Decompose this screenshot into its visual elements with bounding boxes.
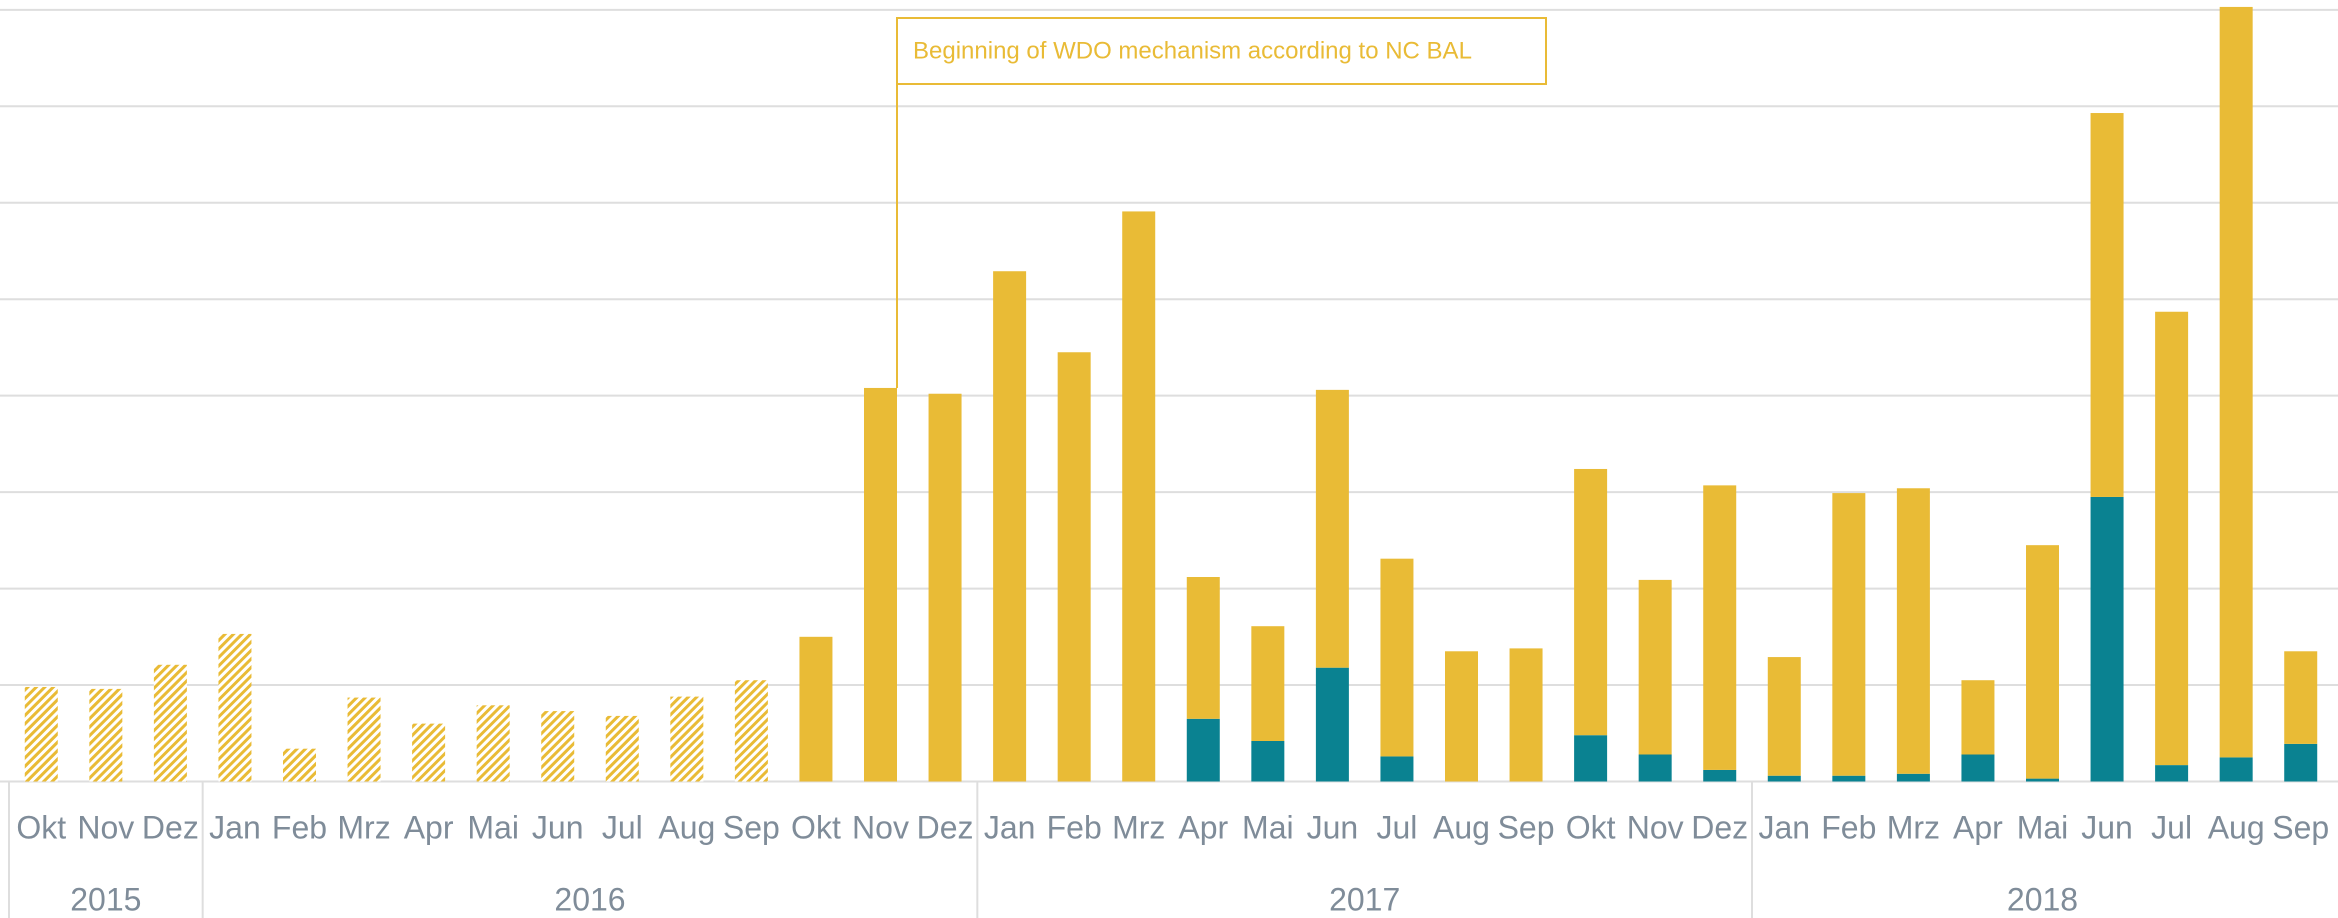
bar-segment — [2219, 6, 2253, 758]
x-tick-label: Nov — [852, 809, 909, 845]
x-tick-label: Jun — [532, 809, 584, 845]
x-tick-label: Feb — [272, 809, 327, 845]
x-tick-label: Apr — [1178, 809, 1228, 845]
bar-segment — [2284, 651, 2318, 744]
bar-segment — [1638, 754, 1672, 782]
x-tick-label: Apr — [1953, 809, 2003, 845]
bar-segment — [1767, 657, 1801, 776]
bar-segment — [1703, 769, 1737, 782]
year-label: 2016 — [554, 881, 625, 917]
x-tick-label: Mrz — [1112, 809, 1165, 845]
bar-segment — [1703, 485, 1737, 770]
bar-segment — [1509, 648, 1543, 782]
bar-segment — [1574, 735, 1608, 782]
bar-segment — [1380, 756, 1414, 782]
bar-segment — [1574, 468, 1608, 736]
bar-segment — [1832, 775, 1866, 782]
x-tick-label: Jan — [1758, 809, 1810, 845]
bar-segment — [1638, 579, 1672, 755]
x-tick-label: Jan — [209, 809, 261, 845]
bar-segment — [476, 705, 510, 782]
bar-segment — [928, 393, 962, 782]
bar-segment — [1767, 775, 1801, 782]
annotation-text: Beginning of WDO mechanism according to … — [913, 37, 1472, 64]
bar-segment — [1315, 389, 1349, 668]
bar-segment — [1832, 493, 1866, 776]
x-tick-label: Okt — [791, 809, 841, 845]
bar-segment — [24, 686, 58, 782]
x-tick-label: Feb — [1047, 809, 1102, 845]
x-tick-label: Dez — [142, 809, 199, 845]
bar-segment — [993, 271, 1027, 782]
x-tick-label: Mai — [2017, 809, 2069, 845]
bar-segment — [2155, 765, 2189, 782]
x-tick-label: Jun — [1307, 809, 1359, 845]
bar-segment — [2026, 545, 2059, 779]
bar-segment — [1186, 718, 1220, 782]
x-tick-label: Mrz — [1887, 809, 1940, 845]
bar-segment — [1057, 352, 1091, 782]
bar-segment — [1961, 754, 1995, 782]
annotation-box — [896, 17, 1547, 85]
bar-segment — [2155, 311, 2189, 766]
bar-segment — [541, 711, 575, 782]
x-tick-label: Aug — [1433, 809, 1490, 845]
x-tick-label: Apr — [404, 809, 454, 845]
bar-segment — [1315, 667, 1349, 782]
bar-segment — [734, 680, 768, 782]
year-label: 2018 — [2007, 881, 2078, 917]
x-tick-label: Sep — [2272, 809, 2329, 845]
x-tick-label: Feb — [1821, 809, 1876, 845]
x-tick-label: Sep — [1498, 809, 1555, 845]
x-tick-label: Dez — [917, 809, 974, 845]
bar-segment — [2284, 743, 2318, 782]
x-tick-label: Sep — [723, 809, 780, 845]
bar-segment — [1445, 651, 1478, 782]
x-tick-label: Jan — [984, 809, 1036, 845]
bar-segment — [1251, 740, 1285, 782]
x-tick-label: Jul — [2151, 809, 2192, 845]
x-tick-label: Mai — [1242, 809, 1294, 845]
bar-segment — [864, 387, 897, 782]
bar-segment — [283, 748, 316, 782]
bar-segment — [1186, 577, 1220, 719]
x-tick-label: Okt — [16, 809, 66, 845]
x-tick-label: Jun — [2081, 809, 2133, 845]
bar-segment — [412, 723, 446, 782]
year-label: 2017 — [1329, 881, 1400, 917]
bar-segment — [347, 697, 381, 782]
x-tick-label: Mrz — [337, 809, 390, 845]
bar-segment — [670, 696, 704, 782]
x-tick-label: Aug — [658, 809, 715, 845]
bar-segment — [1961, 680, 1995, 755]
bar-segment — [2090, 113, 2124, 497]
bar-segment — [89, 688, 123, 782]
bar-segment — [153, 664, 187, 782]
bar-segment — [2090, 496, 2124, 782]
x-tick-label: Nov — [77, 809, 134, 845]
bar-segment — [799, 636, 833, 782]
bar-segment — [218, 633, 252, 782]
x-tick-label: Nov — [1627, 809, 1684, 845]
x-tick-label: Okt — [1566, 809, 1616, 845]
bar-segment — [2219, 757, 2253, 782]
x-tick-label: Jul — [1376, 809, 1417, 845]
x-tick-label: Mai — [467, 809, 519, 845]
x-tick-label: Dez — [1691, 809, 1748, 845]
bar-segment — [1896, 773, 1930, 782]
bar-segment — [1380, 558, 1414, 757]
bar-segment — [1122, 211, 1156, 782]
year-label: 2015 — [70, 881, 141, 917]
x-tick-label: Jul — [602, 809, 643, 845]
bar-segment — [605, 715, 639, 782]
bar-segment — [1251, 626, 1285, 741]
bar-segment — [2026, 778, 2059, 782]
bar-segment — [1896, 488, 1930, 774]
x-tick-label: Aug — [2208, 809, 2265, 845]
